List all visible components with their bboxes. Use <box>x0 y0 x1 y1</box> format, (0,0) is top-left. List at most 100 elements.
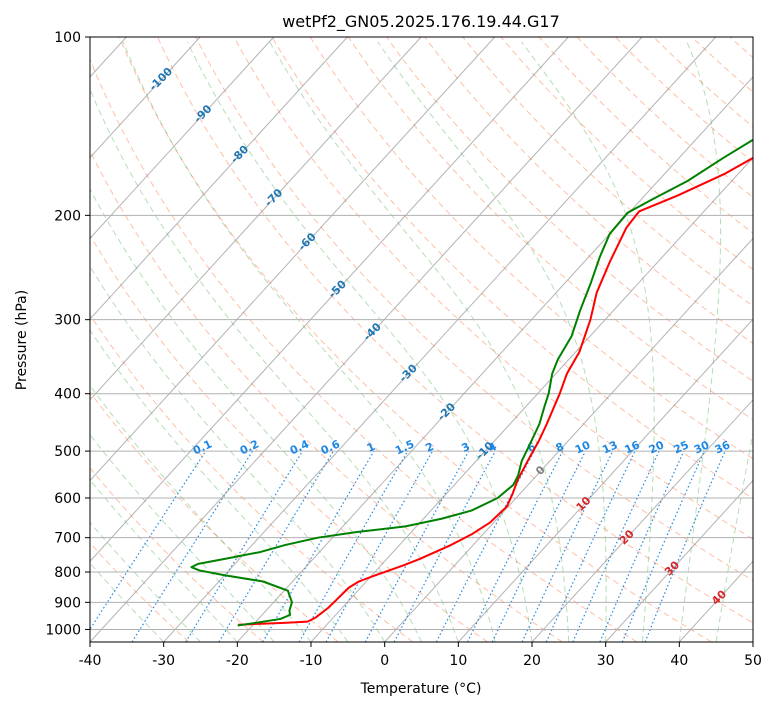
mixing-ratio-label: 10 <box>573 438 593 456</box>
mixing-ratio-label: 0.4 <box>288 437 311 457</box>
mixing-ratio-label: 20 <box>647 438 667 456</box>
dry-adiabat-line <box>462 37 753 307</box>
dry-adiabat-line <box>233 37 753 540</box>
moist-adiabat-line <box>122 41 496 642</box>
moist-adiabat-line <box>90 265 386 642</box>
isotherm-line <box>384 237 753 642</box>
dry-adiabat-line <box>538 37 753 234</box>
mixing-ratio-label: 0.1 <box>191 437 214 457</box>
isotherm-line <box>90 37 569 563</box>
y-tick-label: 600 <box>54 491 81 507</box>
isobars <box>90 37 753 630</box>
mixing-ratio-label: 3 <box>460 440 472 455</box>
isotherms <box>90 37 753 642</box>
plot-area: -100-90-80-70-60-50-40-30-20-10010203040… <box>90 37 753 642</box>
dry-adiabat-line <box>615 37 753 163</box>
mixing-ratio-line <box>364 450 470 642</box>
dry-adiabat-line <box>576 37 753 198</box>
y-tick-label: 700 <box>54 531 81 547</box>
x-tick-label: 40 <box>670 653 688 669</box>
isotherm-line <box>457 318 753 642</box>
x-tick-label: 30 <box>597 653 615 669</box>
mixing-ratio-line <box>491 450 586 642</box>
mixing-ratio-line <box>262 450 375 642</box>
mixing-ratio-line <box>393 450 496 642</box>
y-tick-label: 300 <box>54 313 81 329</box>
isotherm-line <box>531 399 753 642</box>
x-tick-label: 10 <box>449 653 467 669</box>
dry-adiabat-line <box>90 314 414 642</box>
dry-adiabat-line <box>729 37 753 59</box>
isotherm-line <box>310 156 753 642</box>
y-tick-label: 900 <box>54 595 81 611</box>
mixing-ratio-line <box>644 450 726 642</box>
isotherm-line <box>163 37 717 642</box>
x-tick-label: -20 <box>226 653 249 669</box>
dry-adiabat-line <box>347 37 753 421</box>
isotherm-line <box>90 37 348 320</box>
mixing-ratio-label: 16 <box>622 438 642 456</box>
y-tick-label: 200 <box>54 208 81 224</box>
mixing-ratio-line <box>298 450 409 642</box>
y-tick-label: 800 <box>54 565 81 581</box>
moist-adiabat-line <box>90 88 459 642</box>
x-axis-label: Temperature (°C) <box>360 681 482 697</box>
moist-adiabat-line <box>715 430 753 642</box>
x-tick-label: 0 <box>380 653 389 669</box>
y-tick-label: 100 <box>54 30 81 46</box>
dry-adiabat-line <box>90 149 563 642</box>
moist-adiabat-line <box>377 41 607 642</box>
isotherm-line <box>90 37 422 401</box>
dry-adiabat-line <box>90 391 339 642</box>
isotherm-line <box>90 37 275 240</box>
isotherm-line <box>90 37 643 642</box>
isotherm-line <box>90 37 496 482</box>
x-tick-label: -40 <box>79 653 102 669</box>
y-tick-label: 500 <box>54 444 81 460</box>
mixing-ratio-line <box>325 450 434 642</box>
mixing-ratio-label: 1 <box>365 440 377 455</box>
mixing-ratio-line <box>621 450 705 642</box>
x-tick-label: 20 <box>523 653 541 669</box>
dry-adiabat-line <box>691 37 753 93</box>
dry-adiabat-line <box>500 37 753 270</box>
isotherm-line <box>605 479 753 642</box>
isotherm-line <box>90 37 201 159</box>
mixing-ratio-line <box>599 450 685 642</box>
moist-adiabat-line <box>90 479 238 642</box>
x-tick-label: -30 <box>152 653 175 669</box>
dry-adiabat-line <box>271 37 753 500</box>
mixing-ratio-line <box>131 450 254 642</box>
moist-adiabat-line <box>678 41 722 642</box>
dry-adiabat-line <box>90 467 264 642</box>
moist-adiabat-line <box>90 433 275 642</box>
moist-adiabat-line <box>521 41 655 642</box>
mixing-ratio-label: 0.6 <box>319 437 342 457</box>
dry-adiabat-line <box>424 37 753 344</box>
moist-adiabat-line <box>90 188 422 642</box>
profile-series <box>190 138 753 627</box>
temperature-profile <box>238 156 753 626</box>
moist-adiabat-line <box>90 329 349 642</box>
plot-frame <box>89 36 754 643</box>
dry-adiabat-line <box>653 37 753 128</box>
mixing-ratio-label: 25 <box>671 438 690 456</box>
mixing-ratio-label: 8 <box>554 440 566 455</box>
mixing-ratio-line <box>521 450 614 642</box>
mixing-ratio-label: 0.2 <box>238 437 261 457</box>
dry-adiabat-line <box>157 37 753 624</box>
mixing-ratio-label: 2 <box>423 440 435 455</box>
mixing-ratio-line <box>545 450 636 642</box>
isotherm-line <box>752 641 753 642</box>
y-axis: 100 200 300 400 500 600 700 800 900 1000 <box>45 30 90 638</box>
moist-adiabat-line <box>90 384 312 642</box>
x-tick-label: -10 <box>300 653 323 669</box>
mixing-ratio-line <box>572 450 660 642</box>
y-tick-label: 400 <box>54 387 81 403</box>
x-tick-label: 50 <box>744 653 762 669</box>
moist-adiabats <box>90 41 753 642</box>
x-axis: -40 -30 -20 -10 0 10 20 30 40 50 <box>79 642 762 669</box>
moist-adiabat-line <box>269 41 570 642</box>
